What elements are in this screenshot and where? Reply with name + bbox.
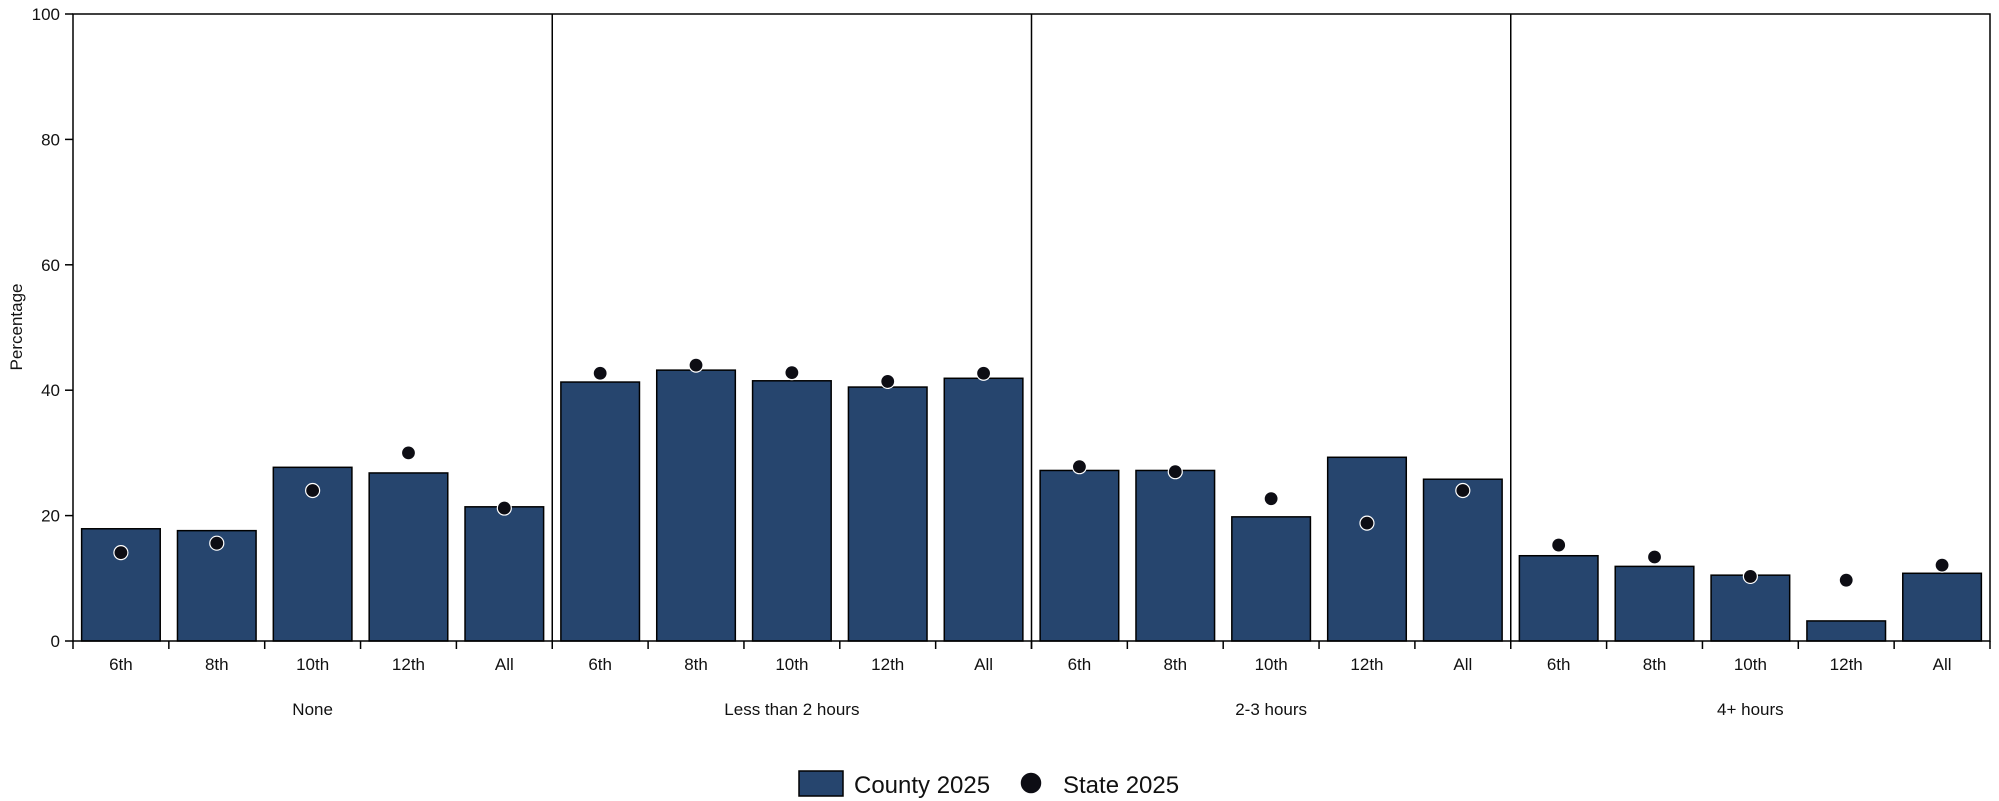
state-dot [1742, 568, 1758, 585]
county-bar [1231, 516, 1312, 642]
county-bar [655, 369, 737, 642]
x-group-label: None [292, 700, 333, 719]
x-category-label: 8th [684, 655, 708, 674]
x-category-label: 6th [588, 655, 612, 674]
county-bar [368, 472, 449, 642]
state-dot [880, 373, 896, 390]
state-dot [400, 445, 417, 461]
state-dot [1359, 515, 1375, 531]
county-bar [1039, 469, 1120, 642]
x-category-label: All [1453, 655, 1472, 674]
county-bar [751, 380, 832, 642]
state-dot [784, 365, 800, 381]
state-dot [592, 365, 608, 381]
county-bar [464, 506, 545, 642]
legend-county-label: County 2025 [854, 772, 990, 799]
county-bar [1710, 574, 1791, 642]
state-dot [1934, 557, 1950, 573]
x-group-label: 4+ hours [1717, 700, 1784, 719]
x-group-label: Less than 2 hours [724, 700, 859, 719]
x-category-label: 8th [1643, 655, 1667, 674]
x-category-label: 10th [775, 655, 808, 674]
x-axis: 6th 8th 10th 12th All None 6th 8th 10th 12th All Le… [72, 641, 1991, 719]
y-tick-label: 100 [32, 5, 60, 24]
legend: County 2025 State 2025 [798, 770, 1179, 799]
state-dot [305, 482, 321, 499]
x-category-label: 10th [296, 655, 329, 674]
county-bar [1902, 572, 1983, 642]
x-category-label: 8th [205, 655, 229, 674]
plot-frame [72, 13, 1991, 642]
y-tick-label: 0 [51, 632, 60, 651]
state-dot [1646, 549, 1663, 565]
legend-county-swatch [798, 770, 844, 797]
county-bar [943, 377, 1024, 642]
x-category-label: All [495, 655, 514, 674]
state-dot [113, 544, 129, 561]
y-axis: 0 20 40 60 80 100 [32, 5, 73, 651]
x-category-label: 6th [1547, 655, 1571, 674]
x-category-label: 10th [1255, 655, 1288, 674]
x-category-label: 12th [392, 655, 425, 674]
state-dot [1838, 572, 1854, 588]
x-category-label: All [1933, 655, 1952, 674]
x-category-label: 12th [1830, 655, 1863, 674]
state-dot [1455, 482, 1471, 499]
county-bar [1422, 478, 1503, 642]
state-dot [1551, 537, 1567, 553]
state-dot [209, 535, 225, 551]
x-group-label: 2-3 hours [1235, 700, 1307, 719]
x-category-label: All [974, 655, 993, 674]
y-tick-label: 40 [41, 381, 60, 400]
y-tick-label: 20 [41, 507, 60, 526]
state-dot [1167, 464, 1183, 480]
x-category-label: 12th [1350, 655, 1383, 674]
county-bar [1806, 620, 1887, 642]
state-dot [975, 365, 992, 381]
state-dot [496, 500, 512, 516]
legend-state-label: State 2025 [1063, 772, 1179, 799]
state-dot [1071, 459, 1088, 475]
county-bar [1135, 469, 1216, 642]
county-bar [847, 386, 928, 642]
x-category-label: 6th [1068, 655, 1092, 674]
x-category-label: 8th [1163, 655, 1187, 674]
y-axis-title: Percentage [7, 284, 26, 371]
y-tick-label: 60 [41, 256, 60, 275]
county-bar [560, 381, 641, 642]
state-dot [688, 357, 704, 373]
county-bar [1614, 565, 1695, 642]
x-category-label: 10th [1734, 655, 1767, 674]
county-bar [1518, 554, 1599, 642]
state-dot [1263, 491, 1279, 507]
y-tick-label: 80 [41, 130, 60, 149]
state-dots [113, 357, 1950, 588]
county-bar [1326, 456, 1408, 642]
group-dividers [551, 14, 1512, 649]
x-category-label: 6th [109, 655, 133, 674]
x-category-label: 12th [871, 655, 904, 674]
legend-state-swatch [1019, 771, 1043, 795]
county-bars [80, 369, 1983, 642]
